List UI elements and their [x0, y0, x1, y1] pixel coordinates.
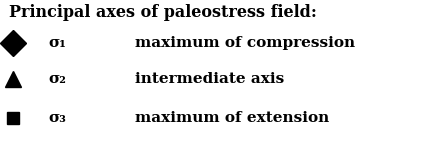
Text: σ₁: σ₁: [48, 36, 66, 50]
Text: Principal axes of paleostress field:: Principal axes of paleostress field:: [9, 4, 317, 21]
Text: maximum of compression: maximum of compression: [135, 36, 355, 50]
Text: σ₂: σ₂: [48, 72, 66, 86]
Text: σ₃: σ₃: [48, 111, 66, 125]
Text: maximum of extension: maximum of extension: [135, 111, 330, 125]
Text: intermediate axis: intermediate axis: [135, 72, 284, 86]
